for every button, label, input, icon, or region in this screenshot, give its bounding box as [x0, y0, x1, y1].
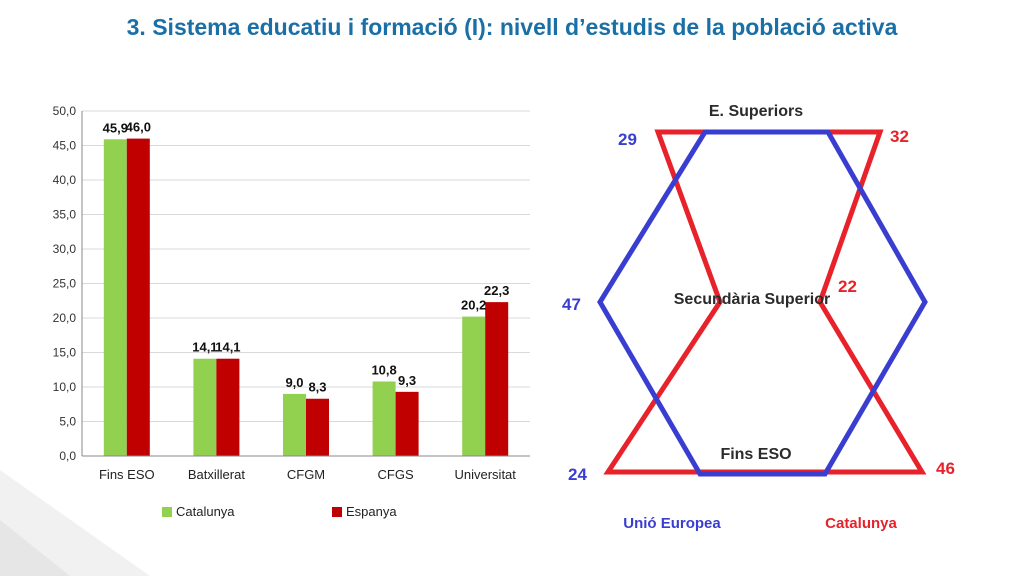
- x-category-label: CFGS: [378, 467, 414, 482]
- y-tick-label: 5,0: [59, 415, 76, 429]
- y-tick-label: 20,0: [53, 311, 77, 325]
- catalunya-value-secundaria-superior: 22: [838, 277, 857, 296]
- data-label-espanya: 8,3: [308, 380, 326, 395]
- axis-label-fins-eso: Fins ESO: [720, 446, 791, 463]
- hexagon-comparison-chart: E. Superiors Secundària Superior Fins ES…: [562, 103, 955, 532]
- legend-label-catalunya: Catalunya: [176, 504, 235, 519]
- data-label-espanya: 9,3: [398, 373, 416, 388]
- bar-espanya: [306, 398, 329, 456]
- y-tick-label: 10,0: [53, 380, 77, 394]
- x-category-label: Fins ESO: [99, 467, 155, 482]
- bar-catalunya: [283, 393, 306, 456]
- bar-catalunya: [193, 358, 217, 456]
- data-label-catalunya: 20,2: [461, 298, 486, 313]
- y-tick-label: 0,0: [59, 449, 76, 463]
- eu-value-fins-eso: 24: [568, 465, 587, 484]
- y-tick-label: 50,0: [53, 104, 77, 118]
- catalunya-hexagon: [603, 129, 927, 475]
- y-tick-label: 30,0: [53, 242, 77, 256]
- bar-espanya: [216, 358, 240, 456]
- axis-label-secundaria-superior: Secundària Superior: [674, 291, 831, 308]
- axis-label-e-superiors: E. Superiors: [709, 103, 803, 120]
- x-category-label: Batxillerat: [188, 467, 245, 482]
- bar-catalunya: [372, 381, 396, 456]
- eu-value-secundaria-superior: 47: [562, 295, 581, 314]
- bar-espanya: [395, 391, 419, 456]
- legend-swatch-catalunya: [162, 507, 172, 517]
- y-tick-label: 45,0: [53, 139, 77, 153]
- bar-espanya: [485, 302, 509, 456]
- legend-unio-europea: Unió Europea: [623, 515, 721, 532]
- data-label-espanya: 14,1: [215, 340, 240, 355]
- x-category-label: Universitat: [454, 467, 516, 482]
- data-label-espanya: 22,3: [484, 283, 509, 298]
- bar-espanya: [126, 138, 150, 456]
- legend-swatch-espanya: [332, 507, 342, 517]
- legend-catalunya: Catalunya: [825, 515, 897, 532]
- data-label-catalunya: 14,1: [192, 340, 217, 355]
- catalunya-value-fins-eso: 46: [936, 459, 955, 478]
- y-tick-label: 40,0: [53, 173, 77, 187]
- data-label-catalunya: 10,8: [371, 362, 396, 377]
- y-tick-label: 25,0: [53, 277, 77, 291]
- unio-europea-hexagon: [597, 129, 928, 477]
- data-label-espanya: 46,0: [126, 120, 151, 135]
- eu-value-e-superiors: 29: [618, 130, 637, 149]
- bar-catalunya: [462, 316, 486, 456]
- bar-catalunya: [103, 139, 127, 456]
- y-tick-label: 35,0: [53, 208, 77, 222]
- slide-title: 3. Sistema educatiu i formació (I): nive…: [126, 14, 898, 40]
- data-label-catalunya: 9,0: [285, 375, 303, 390]
- x-category-label: CFGM: [287, 467, 325, 482]
- catalunya-value-e-superiors: 32: [890, 127, 909, 146]
- y-tick-label: 15,0: [53, 346, 77, 360]
- bar-chart: 0,0 5,0 10,0 15,0 20,0 25,0 30,0 35,0 40,0 45,0 50…: [53, 104, 530, 519]
- data-label-catalunya: 45,9: [103, 120, 128, 135]
- legend-label-espanya: Espanya: [346, 504, 397, 519]
